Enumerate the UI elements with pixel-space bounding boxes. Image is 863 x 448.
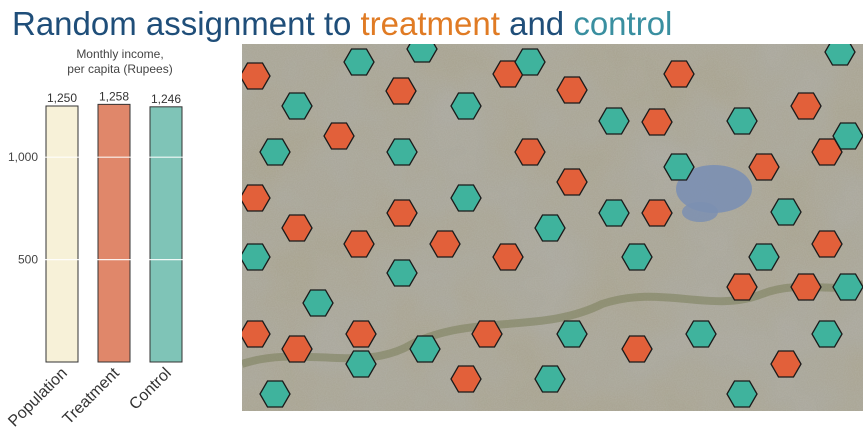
control-hexagon	[621, 243, 653, 271]
treatment-hexagon	[242, 320, 271, 348]
control-hexagon	[259, 380, 291, 408]
bar-control	[149, 106, 183, 363]
control-hexagon	[748, 243, 780, 271]
treatment-hexagon	[386, 199, 418, 227]
treatment-hexagon	[748, 153, 780, 181]
control-hexagon	[409, 335, 441, 363]
control-hexagon	[663, 153, 695, 181]
category-label: Population	[5, 365, 70, 430]
bar-value-label: 1,246	[151, 92, 181, 106]
treatment-hexagon	[556, 168, 588, 196]
bar-value-label: 1,258	[99, 89, 129, 103]
control-hexagon	[598, 107, 630, 135]
treatment-hexagon	[811, 230, 843, 258]
category-label: Control	[126, 365, 174, 413]
control-hexagon	[386, 259, 418, 287]
income-bar-chart: Monthly income,per capita (Rupees) 1,250 P…	[5, 47, 184, 430]
treatment-hexagon	[343, 230, 375, 258]
lake-lobe	[682, 202, 718, 222]
district-hexagons	[242, 44, 863, 408]
slide-title: Random assignment to treatment and contr…	[12, 2, 672, 46]
control-hexagon	[450, 92, 482, 120]
control-hexagon	[726, 107, 758, 135]
control-hexagon	[302, 289, 334, 317]
treatment-hexagon	[790, 92, 822, 120]
treatment-hexagon	[641, 108, 673, 136]
chart-title-line: per capita (Rupees)	[67, 62, 172, 76]
treatment-hexagon	[345, 320, 377, 348]
title-middle: and	[499, 5, 574, 42]
treatment-hexagon	[641, 199, 673, 227]
treatment-hexagon	[770, 350, 802, 378]
lake	[676, 165, 752, 213]
control-hexagon	[598, 199, 630, 227]
control-hexagon	[514, 48, 546, 76]
treatment-hexagon	[790, 273, 822, 301]
title-treatment-word: treatment	[360, 5, 500, 42]
y-tick-label: 1,000	[8, 150, 38, 164]
control-hexagon	[832, 273, 863, 301]
control-hexagon	[811, 320, 843, 348]
treatment-hexagon	[621, 335, 653, 363]
treatment-hexagon	[281, 214, 313, 242]
treatment-hexagon	[492, 243, 524, 271]
bar-value-label: 1,250	[47, 91, 77, 105]
treatment-hexagon	[429, 230, 461, 258]
title-prefix: Random assignment to	[12, 5, 361, 42]
chart-title-line: Monthly income,	[76, 47, 163, 61]
control-hexagon	[832, 122, 863, 150]
treatment-hexagon	[242, 184, 271, 212]
treatment-hexagon	[281, 335, 313, 363]
control-hexagon	[406, 44, 438, 63]
treatment-hexagon	[242, 62, 271, 90]
control-hexagon	[259, 138, 291, 166]
control-hexagon	[556, 320, 588, 348]
control-hexagon	[345, 350, 377, 378]
satellite-map	[242, 44, 863, 411]
title-control-word: control	[573, 5, 673, 42]
control-hexagon	[824, 44, 856, 66]
control-hexagon	[343, 48, 375, 76]
treatment-hexagon	[471, 320, 503, 348]
treatment-hexagon	[514, 138, 546, 166]
control-hexagon	[726, 380, 758, 408]
treatment-hexagon	[556, 76, 588, 104]
control-hexagon	[386, 138, 418, 166]
treatment-hexagon	[726, 273, 758, 301]
treatment-hexagon	[450, 365, 482, 393]
control-hexagon	[450, 184, 482, 212]
control-hexagon	[534, 365, 566, 393]
y-tick-label: 500	[18, 253, 38, 267]
control-hexagon	[770, 198, 802, 226]
control-hexagon	[685, 320, 717, 348]
treatment-hexagon	[385, 77, 417, 105]
control-hexagon	[534, 214, 566, 242]
bar-population	[45, 105, 79, 363]
treatment-hexagon	[323, 122, 355, 150]
control-hexagon	[281, 92, 313, 120]
bar-treatment	[97, 103, 131, 363]
category-label: Treatment	[60, 364, 124, 428]
treatment-hexagon	[663, 60, 695, 88]
control-hexagon	[242, 243, 271, 271]
